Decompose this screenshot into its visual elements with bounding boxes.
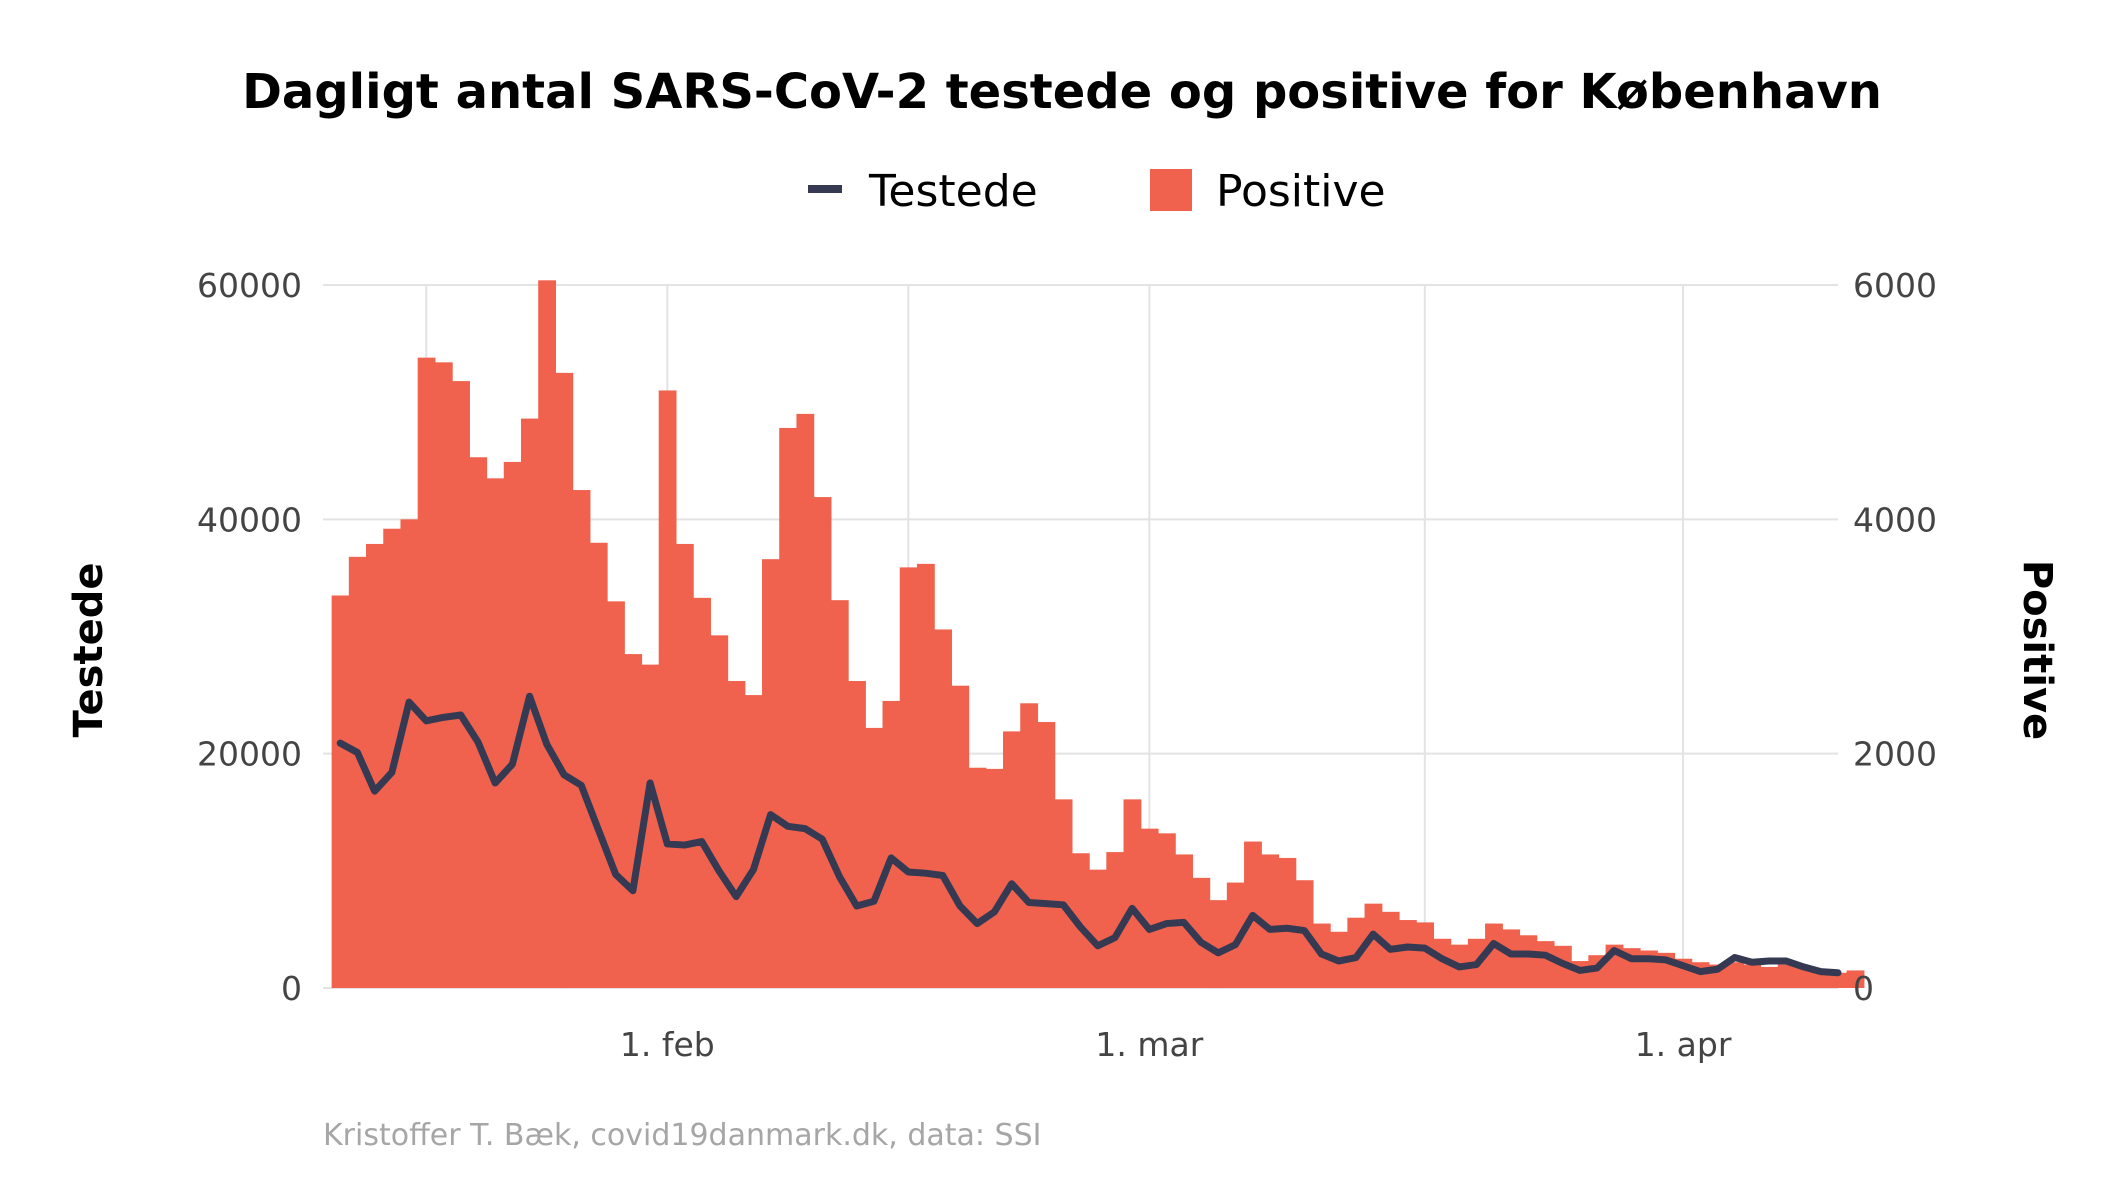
positive-bar — [486, 478, 505, 988]
positive-bar — [916, 563, 935, 988]
left-axis-title: Testede — [66, 563, 112, 738]
positive-bar — [968, 767, 987, 988]
positive-bar — [1812, 971, 1830, 988]
positive-bar — [1364, 903, 1383, 988]
positive-bar — [434, 362, 453, 989]
positive-bar — [589, 542, 608, 988]
right-tick-label: 4000 — [1853, 500, 1937, 539]
positive-bar — [572, 490, 591, 988]
positive-bar — [641, 664, 660, 988]
positive-bar — [1485, 923, 1503, 988]
positive-bar — [744, 695, 763, 988]
right-tick-label: 2000 — [1853, 735, 1937, 774]
positive-bar — [1519, 935, 1538, 988]
x-axis-ticks: 1. feb 1. mar 1. apr — [620, 1025, 1732, 1064]
positive-bar — [675, 543, 694, 988]
positive-bar — [624, 654, 643, 988]
positive-bar — [796, 413, 815, 988]
positive-bar — [1226, 882, 1245, 988]
x-tick-label: 1. apr — [1635, 1025, 1732, 1064]
positive-bar — [1071, 853, 1090, 988]
positive-bar — [366, 543, 384, 988]
positive-bar — [1106, 852, 1125, 988]
positive-bar — [331, 595, 350, 988]
left-tick-label: 60000 — [197, 266, 302, 305]
positive-bar — [1209, 900, 1228, 989]
caption: Kristoffer T. Bæk, covid19danmark.dk, da… — [323, 1118, 1042, 1153]
positive-bar — [1416, 922, 1435, 988]
positive-bar — [693, 597, 711, 988]
positive-bar — [1261, 854, 1280, 988]
positive-bar — [882, 700, 901, 988]
positive-bar — [1278, 857, 1297, 988]
positive-bar — [1037, 722, 1056, 988]
positive-bar — [865, 727, 884, 988]
legend: Testede Positive — [808, 166, 1386, 217]
positive-bar — [1157, 833, 1176, 988]
positive-bar — [1192, 877, 1211, 988]
positive-bar — [555, 372, 574, 989]
positive-bar — [469, 457, 488, 988]
positive-bar — [1020, 703, 1039, 988]
positive-bar — [1726, 962, 1744, 988]
positive-bar — [1502, 929, 1521, 988]
positive-bar — [1760, 966, 1779, 988]
right-axis-ticks: 0 2000 4000 6000 — [1853, 266, 1937, 1008]
legend-testede-label: Testede — [868, 166, 1038, 217]
positive-bar — [727, 681, 746, 988]
positive-bar — [779, 427, 798, 988]
positive-bar — [607, 601, 625, 988]
legend-positive-label: Positive — [1216, 166, 1386, 217]
positive-bar — [813, 497, 832, 988]
positive-bar — [400, 519, 419, 988]
positive-bar — [1140, 828, 1159, 988]
positive-bar — [710, 635, 729, 988]
positive-bar — [830, 600, 849, 988]
positive-bar — [951, 685, 970, 988]
positive-bar — [1536, 941, 1555, 988]
positive-bar — [1743, 964, 1762, 988]
positive-bar — [1003, 731, 1021, 988]
right-axis-title: Positive — [2014, 560, 2060, 740]
positive-bar — [452, 381, 470, 989]
positive-bar — [1398, 920, 1417, 988]
positive-bar — [1123, 799, 1142, 988]
positive-bar — [1846, 970, 1865, 988]
left-tick-label: 40000 — [197, 500, 302, 539]
positive-bars — [331, 280, 1865, 989]
positive-bar — [1054, 799, 1073, 988]
left-tick-label: 20000 — [197, 735, 302, 774]
right-tick-label: 6000 — [1853, 266, 1937, 305]
legend-positive-swatch — [1150, 169, 1192, 211]
positive-bar — [899, 567, 918, 988]
chart-title: Dagligt antal SARS-CoV-2 testede og posi… — [242, 64, 1882, 120]
positive-bar — [934, 629, 952, 988]
positive-bar — [1433, 938, 1452, 988]
left-tick-label: 0 — [281, 969, 302, 1008]
positive-bar — [762, 559, 780, 988]
positive-bar — [1089, 869, 1107, 988]
positive-bar — [985, 768, 1004, 988]
testede-line — [336, 692, 1842, 977]
positive-bar — [848, 681, 866, 988]
left-axis-ticks: 0 20000 40000 60000 — [197, 266, 302, 1008]
x-tick-label: 1. mar — [1095, 1025, 1203, 1064]
positive-bar — [538, 280, 557, 988]
x-tick-label: 1. feb — [620, 1025, 715, 1064]
positive-bar — [503, 461, 522, 988]
positive-bar — [348, 556, 367, 988]
positive-bar — [1829, 972, 1848, 988]
positive-bar — [658, 390, 677, 988]
positive-bar — [1777, 964, 1796, 988]
positive-bar — [417, 357, 436, 988]
right-tick-label: 0 — [1853, 969, 1874, 1008]
